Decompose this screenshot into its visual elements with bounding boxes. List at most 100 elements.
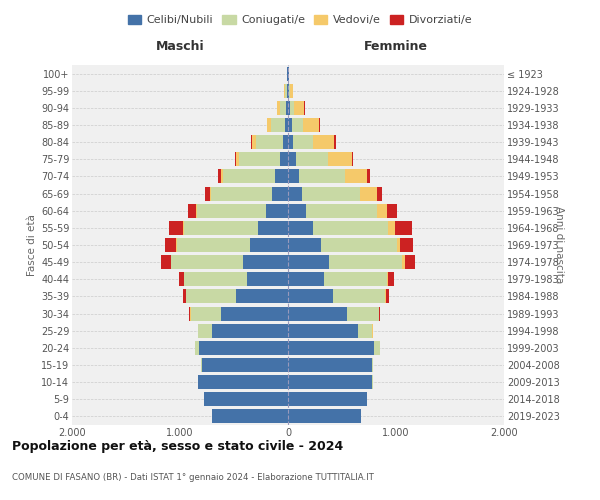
Bar — [223, 170, 275, 183]
Bar — [358, 324, 372, 338]
Bar — [322, 238, 397, 252]
Bar — [388, 204, 397, 218]
Bar — [288, 238, 322, 252]
Text: Maschi: Maschi — [155, 40, 205, 52]
Bar — [372, 358, 373, 372]
Bar — [313, 135, 334, 149]
Bar — [196, 204, 197, 218]
Bar — [210, 186, 211, 200]
Y-axis label: Anni di nascita: Anni di nascita — [554, 206, 564, 284]
Bar — [188, 204, 196, 218]
Bar — [288, 375, 372, 389]
Bar — [218, 170, 221, 183]
Bar — [397, 238, 400, 252]
Bar — [187, 290, 236, 304]
Bar — [204, 392, 288, 406]
Bar — [334, 290, 385, 304]
Bar — [288, 341, 374, 355]
Y-axis label: Fasce di età: Fasce di età — [26, 214, 37, 276]
Bar — [404, 255, 415, 269]
Bar — [184, 221, 258, 235]
Bar — [302, 186, 361, 200]
Bar — [374, 341, 380, 355]
Bar — [323, 272, 388, 286]
Bar — [242, 255, 288, 269]
Bar — [177, 238, 250, 252]
Bar — [283, 135, 288, 149]
Bar — [275, 170, 288, 183]
Bar — [288, 306, 347, 320]
Bar — [205, 186, 210, 200]
Bar — [221, 170, 223, 183]
Bar — [288, 358, 372, 372]
Bar — [313, 221, 388, 235]
Bar — [212, 410, 288, 424]
Bar — [288, 204, 307, 218]
Bar — [199, 341, 288, 355]
Bar — [403, 255, 404, 269]
Bar — [288, 152, 296, 166]
Bar — [288, 410, 361, 424]
Bar — [236, 152, 239, 166]
Bar — [199, 324, 212, 338]
Bar — [328, 152, 352, 166]
Bar — [197, 204, 266, 218]
Bar — [288, 170, 299, 183]
Bar — [288, 186, 302, 200]
Bar — [266, 204, 288, 218]
Bar — [290, 101, 295, 115]
Bar — [296, 152, 328, 166]
Bar — [169, 221, 184, 235]
Bar — [272, 186, 288, 200]
Bar — [288, 84, 289, 98]
Bar — [293, 135, 313, 149]
Bar — [345, 170, 367, 183]
Bar — [286, 101, 288, 115]
Bar — [280, 152, 288, 166]
Bar — [299, 170, 345, 183]
Bar — [286, 84, 287, 98]
Bar — [288, 135, 293, 149]
Bar — [287, 84, 288, 98]
Bar — [236, 290, 288, 304]
Bar — [400, 238, 413, 252]
Bar — [271, 118, 285, 132]
Bar — [161, 255, 171, 269]
Bar — [239, 152, 280, 166]
Bar — [184, 272, 247, 286]
Bar — [347, 306, 379, 320]
Bar — [367, 170, 370, 183]
Bar — [247, 272, 288, 286]
Bar — [288, 324, 358, 338]
Bar — [295, 101, 304, 115]
Bar — [302, 118, 319, 132]
Legend: Celibi/Nubili, Coniugati/e, Vedovi/e, Divorziati/e: Celibi/Nubili, Coniugati/e, Vedovi/e, Di… — [124, 10, 476, 30]
Bar — [334, 135, 335, 149]
Bar — [319, 118, 320, 132]
Bar — [329, 255, 403, 269]
Bar — [250, 238, 288, 252]
Bar — [195, 341, 199, 355]
Bar — [386, 290, 389, 304]
Bar — [284, 84, 286, 98]
Bar — [199, 375, 288, 389]
Bar — [377, 204, 388, 218]
Text: COMUNE DI FASANO (BR) - Dati ISTAT 1° gennaio 2024 - Elaborazione TUTTITALIA.IT: COMUNE DI FASANO (BR) - Dati ISTAT 1° ge… — [12, 473, 374, 482]
Bar — [252, 135, 256, 149]
Bar — [202, 358, 288, 372]
Bar — [212, 324, 288, 338]
Bar — [352, 152, 353, 166]
Bar — [277, 101, 280, 115]
Bar — [288, 392, 367, 406]
Bar — [258, 221, 288, 235]
Bar — [221, 306, 288, 320]
Bar — [388, 221, 395, 235]
Bar — [395, 221, 412, 235]
Bar — [191, 306, 221, 320]
Bar — [377, 186, 382, 200]
Text: Femmine: Femmine — [364, 40, 428, 52]
Bar — [285, 118, 288, 132]
Bar — [289, 84, 290, 98]
Bar — [211, 186, 272, 200]
Bar — [361, 186, 377, 200]
